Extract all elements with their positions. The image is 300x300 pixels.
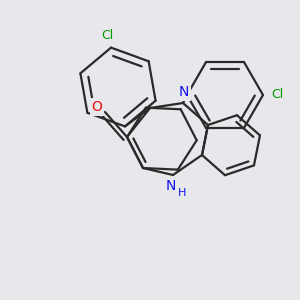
Text: N: N xyxy=(166,179,176,193)
Text: H: H xyxy=(178,188,186,198)
Text: N: N xyxy=(179,85,189,99)
Text: Cl: Cl xyxy=(271,88,283,101)
Text: Cl: Cl xyxy=(101,29,113,42)
Text: O: O xyxy=(92,100,102,114)
